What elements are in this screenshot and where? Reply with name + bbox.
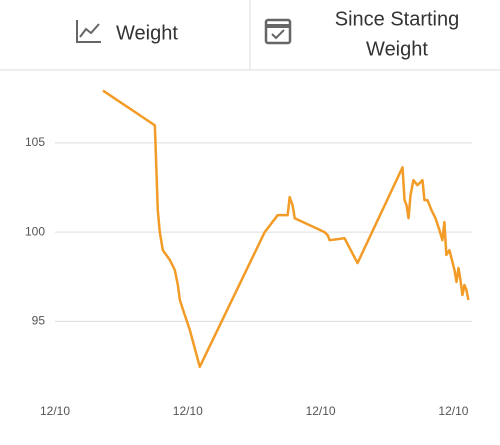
y-tick-label: 95 bbox=[32, 314, 46, 328]
tab-label: Weight bbox=[366, 38, 428, 60]
tab-weight[interactable]: Weight bbox=[76, 20, 178, 44]
y-tick-label: 100 bbox=[25, 224, 45, 238]
calendar-check bbox=[271, 29, 285, 40]
x-tick-label: 12/10 bbox=[40, 404, 70, 418]
tab-label: Since Starting bbox=[335, 8, 460, 30]
weight-line bbox=[102, 89, 470, 369]
tab-label: Weight bbox=[116, 22, 178, 44]
chart-icon bbox=[76, 20, 101, 43]
x-tick-label: 12/10 bbox=[306, 404, 336, 418]
y-tick-label: 105 bbox=[25, 135, 45, 149]
calendar-icon bbox=[264, 18, 292, 45]
x-tick-label: 12/10 bbox=[438, 404, 468, 418]
x-tick-label: 12/10 bbox=[173, 404, 203, 418]
tab-since-start[interactable]: Since Starting Weight bbox=[264, 8, 460, 60]
